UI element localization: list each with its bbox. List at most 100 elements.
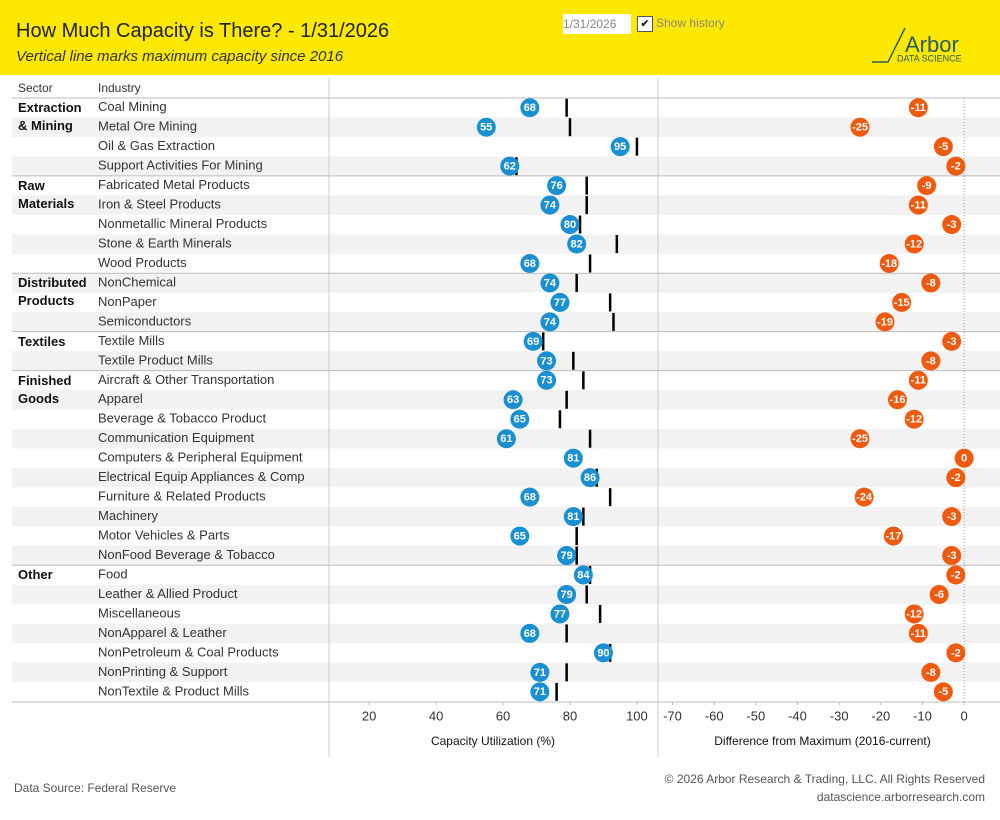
value-dot: [567, 234, 587, 254]
value-dot: [520, 623, 540, 643]
value-label: 65: [514, 414, 526, 426]
value-label: -12: [906, 414, 922, 426]
value-label: -8: [926, 355, 936, 367]
industry-label: NonApparel & Leather: [98, 625, 227, 640]
value-dot: [879, 253, 899, 273]
history-checkbox[interactable]: ✔: [637, 16, 653, 32]
industry-label: Semiconductors: [98, 313, 192, 328]
industry-label: Textile Product Mills: [98, 352, 213, 367]
value-dot: [520, 487, 540, 507]
value-label: -16: [890, 394, 906, 406]
history-label[interactable]: Show history: [656, 16, 725, 30]
industry-label: NonPaper: [98, 294, 157, 309]
value-dot: [500, 156, 520, 176]
row-band: [12, 351, 1000, 371]
industry-label: Nonmetallic Mineral Products: [98, 216, 268, 231]
value-dot: [904, 409, 924, 429]
sector-label: Finished Goods: [18, 372, 72, 406]
x-tick-label: 0: [961, 708, 968, 723]
value-label: -2: [951, 472, 961, 484]
industry-label: Textile Mills: [98, 333, 165, 348]
copyright: © 2026 Arbor Research & Trading, LLC. Al…: [664, 772, 985, 786]
row-band: [12, 545, 1000, 566]
x-tick-label: 100: [626, 708, 648, 723]
sector-label: Distributed Products: [18, 275, 87, 309]
x-tick-label: -60: [705, 708, 724, 723]
industry-header: Industry: [98, 81, 141, 95]
value-dot: [929, 584, 949, 604]
industry-label: Leather & Allied Product: [98, 586, 238, 601]
value-dot: [946, 643, 966, 663]
value-dot: [476, 117, 496, 137]
value-label: 71: [534, 667, 546, 679]
value-dot: [537, 370, 557, 390]
value-dot: [573, 565, 593, 585]
industry-label: Miscellaneous: [98, 605, 181, 620]
value-label: 74: [544, 277, 557, 289]
industry-label: Coal Mining: [98, 99, 167, 114]
value-dot: [593, 643, 613, 663]
x-tick-label: -30: [830, 708, 849, 723]
value-label: 63: [507, 394, 519, 406]
value-label: 90: [597, 647, 609, 659]
value-label: -8: [926, 667, 936, 679]
value-dot: [850, 429, 870, 449]
row-band: [12, 117, 1000, 137]
sector-label: Raw Materials: [18, 177, 75, 211]
value-label: -11: [911, 375, 926, 387]
logo: Arbor DATA SCIENCE: [872, 27, 962, 63]
value-dot: [557, 584, 577, 604]
value-dot: [942, 215, 962, 235]
value-dot: [942, 546, 962, 566]
industry-label: NonTextile & Product Mills: [98, 683, 249, 698]
industry-label: NonPrinting & Support: [98, 664, 228, 679]
industry-label: Electrical Equip Appliances & Comp: [98, 469, 305, 484]
value-dot: [942, 507, 962, 527]
value-dot: [563, 448, 583, 468]
value-label: 74: [544, 316, 557, 328]
industry-label: NonChemical: [98, 274, 176, 289]
row-band: [12, 273, 1000, 293]
source: Data Source: Federal Reserve: [14, 781, 177, 795]
x-tick-label: 60: [496, 708, 510, 723]
row-band: [12, 623, 1000, 644]
value-label: 81: [567, 453, 579, 465]
value-dot: [933, 682, 953, 702]
value-label: 62: [504, 161, 516, 173]
value-label: -25: [852, 433, 868, 445]
value-label: 77: [554, 297, 566, 309]
x-tick-label: 20: [362, 708, 376, 723]
value-dot: [946, 468, 966, 488]
industry-label: Food: [98, 566, 128, 581]
url[interactable]: datascience.arborresearch.com: [816, 790, 985, 804]
axis-title: Capacity Utilization (%): [431, 734, 555, 748]
value-dot: [510, 409, 530, 429]
value-dot: [547, 176, 567, 196]
value-dot: [540, 273, 560, 293]
sector-label: Other: [18, 567, 53, 583]
row-band: [12, 467, 1000, 488]
value-dot: [530, 662, 550, 682]
row-band: [12, 662, 1000, 683]
value-label: -19: [877, 316, 893, 328]
value-dot: [537, 351, 557, 371]
date-input[interactable]: 1/31/2026: [563, 14, 631, 34]
logo-sub: DATA SCIENCE: [897, 53, 962, 63]
industry-label: Apparel: [98, 391, 143, 406]
value-label: -9: [922, 180, 932, 192]
value-dot: [921, 351, 941, 371]
value-dot: [850, 117, 870, 137]
value-dot: [942, 331, 962, 351]
industry-label: Computers & Peripheral Equipment: [98, 450, 303, 465]
value-dot: [540, 195, 560, 215]
value-dot: [917, 176, 937, 196]
value-dot: [908, 370, 928, 390]
industry-label: Fabricated Metal Products: [98, 177, 250, 192]
value-dot: [875, 312, 895, 332]
value-dot: [610, 137, 630, 157]
value-label: 86: [584, 472, 596, 484]
value-dot: [854, 487, 874, 507]
value-dot: [888, 390, 907, 410]
industry-label: Beverage & Tobacco Product: [98, 411, 267, 426]
